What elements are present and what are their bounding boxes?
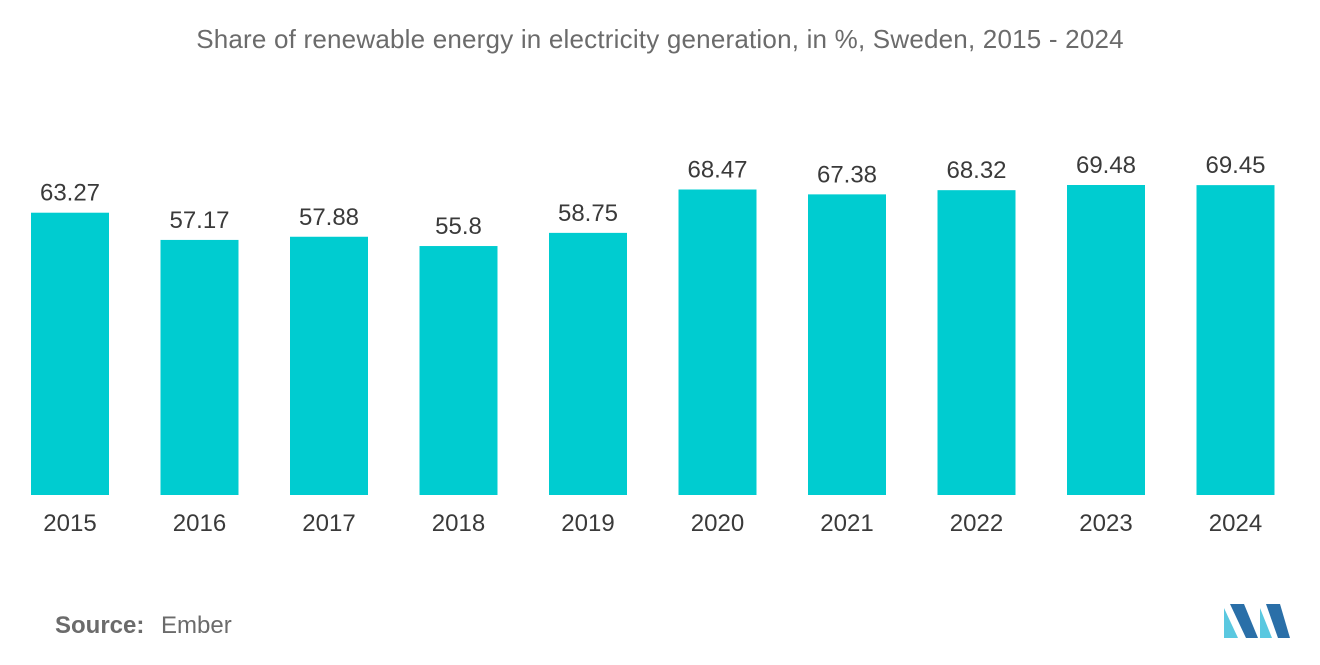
bar-2017 <box>290 236 368 495</box>
x-tick-label-2016: 2016 <box>173 510 226 537</box>
data-label-2017: 57.88 <box>299 204 359 231</box>
logo-left-stroke <box>1224 608 1238 638</box>
data-label-2020: 68.47 <box>687 157 747 184</box>
x-tick-label-2020: 2020 <box>691 510 744 537</box>
x-tick-label-2021: 2021 <box>820 510 873 537</box>
data-label-2019: 58.75 <box>558 200 618 227</box>
source-note: Source: Ember <box>55 612 232 640</box>
x-tick-label-2023: 2023 <box>1079 510 1132 537</box>
data-label-2022: 68.32 <box>946 157 1006 184</box>
data-label-2018: 55.8 <box>435 213 482 240</box>
x-tick-label-2019: 2019 <box>561 510 614 537</box>
bar-2015 <box>31 212 109 495</box>
bar-chart: 63.27 2015 57.17 2016 57.88 2017 55.8 2018 58.75… <box>31 152 1275 537</box>
data-label-2015: 63.27 <box>40 180 100 207</box>
logo-right-stroke <box>1266 604 1290 638</box>
x-tick-label-2024: 2024 <box>1209 510 1262 537</box>
x-tick-label-2017: 2017 <box>302 510 355 537</box>
logo-middle-stroke <box>1230 604 1258 638</box>
bar-2020 <box>678 189 757 495</box>
data-label-2023: 69.48 <box>1076 152 1136 179</box>
bar-2019 <box>549 232 627 495</box>
x-tick-label-2022: 2022 <box>950 510 1003 537</box>
source-value: Ember <box>161 612 232 639</box>
x-tick-label-2015: 2015 <box>43 510 96 537</box>
chart-title: Share of renewable energy in electricity… <box>196 24 1124 54</box>
bar-2024 <box>1196 185 1275 495</box>
bar-2016 <box>160 239 239 495</box>
x-tick-label-2018: 2018 <box>432 510 485 537</box>
mordor-intelligence-logo-icon <box>1224 604 1290 638</box>
bar-2022 <box>937 190 1016 495</box>
bar-2021 <box>808 194 886 495</box>
bar-2018 <box>419 246 498 495</box>
source-label: Source: <box>55 612 145 639</box>
bar-2023 <box>1067 185 1145 495</box>
data-label-2016: 57.17 <box>169 207 229 234</box>
data-label-2021: 67.38 <box>817 161 877 188</box>
logo-center-stroke <box>1260 608 1272 638</box>
data-label-2024: 69.45 <box>1205 152 1265 179</box>
